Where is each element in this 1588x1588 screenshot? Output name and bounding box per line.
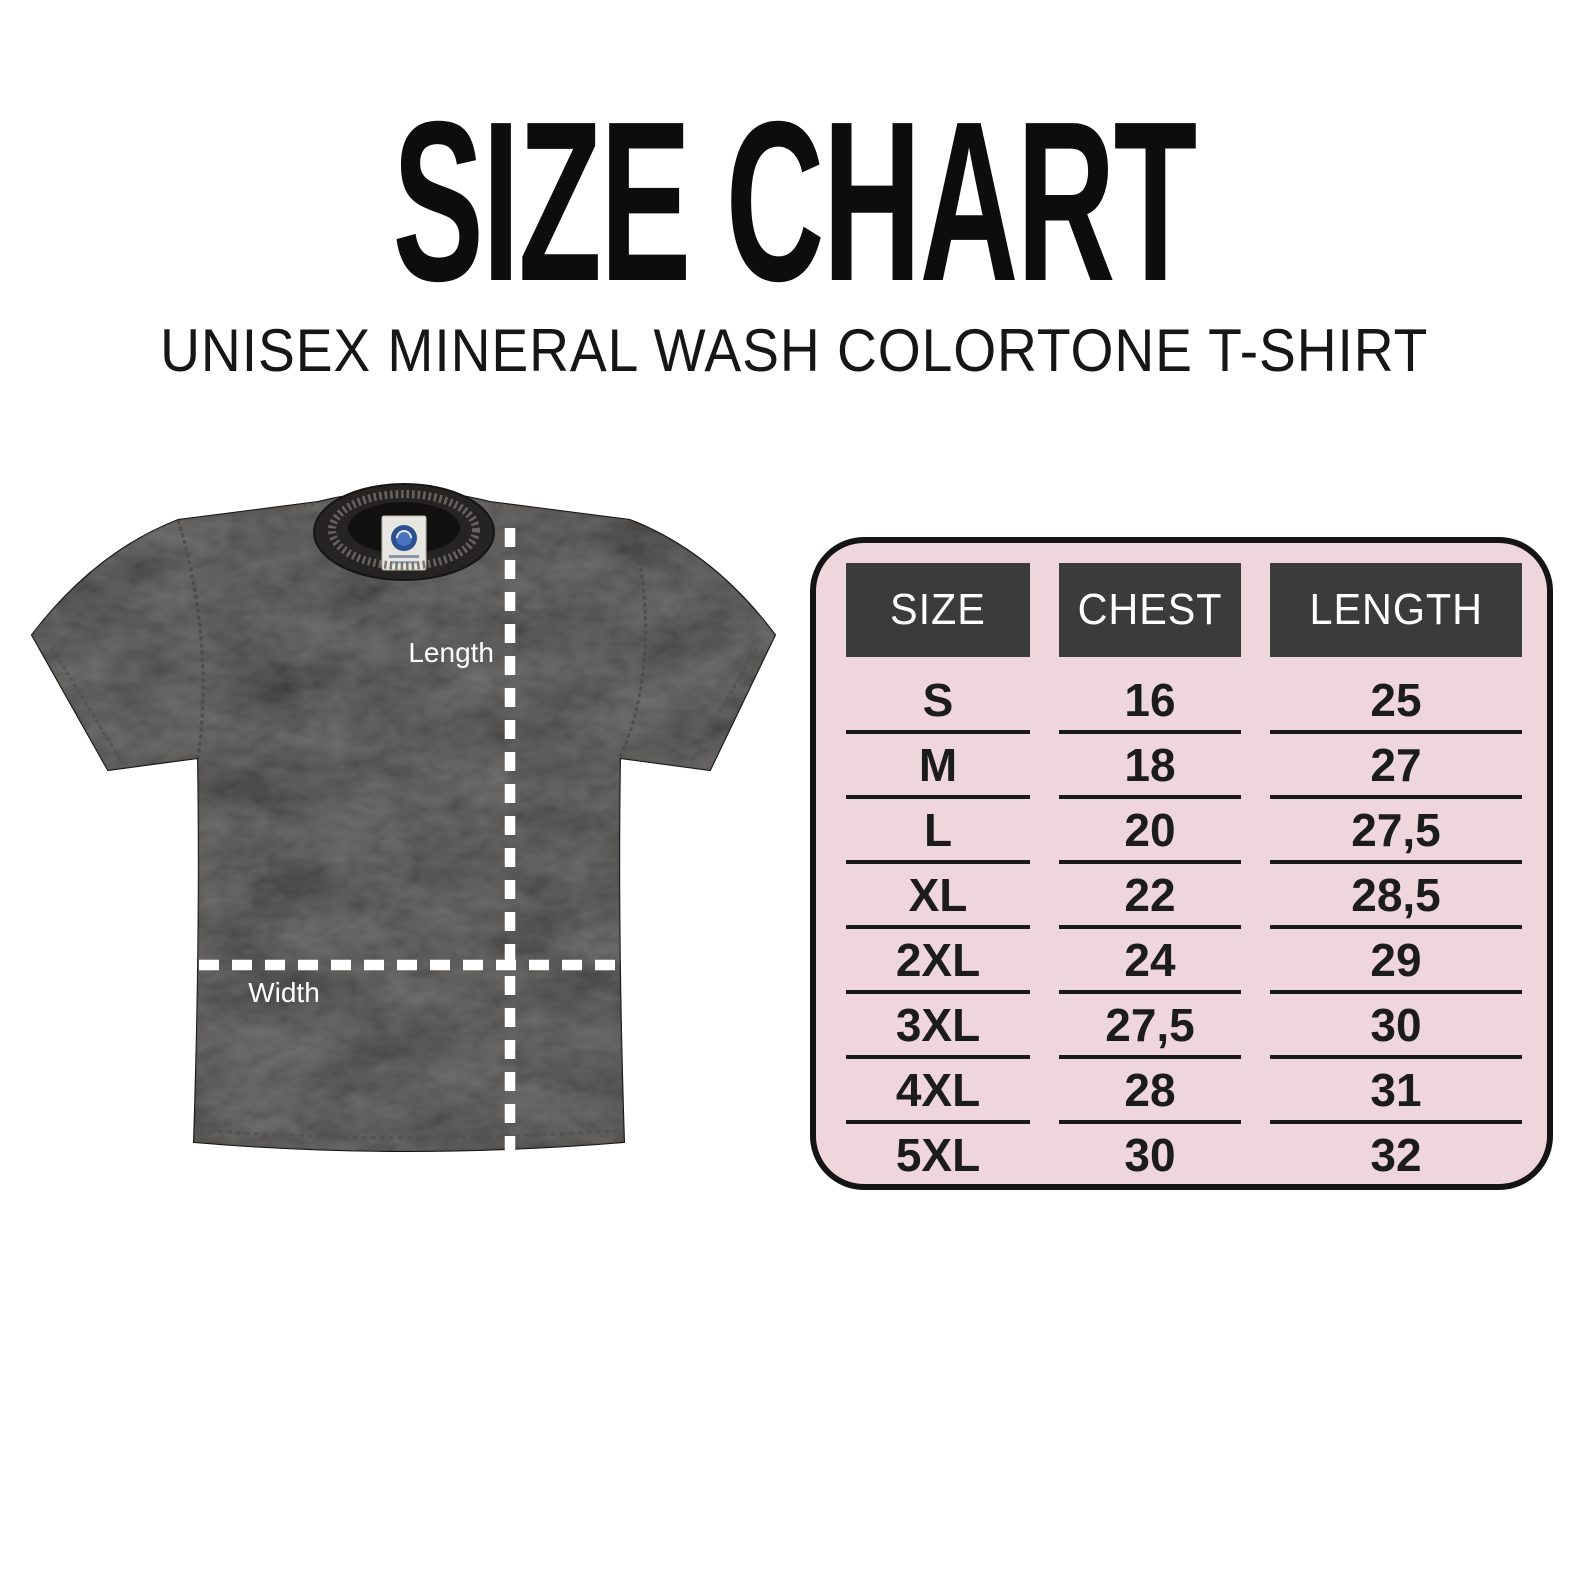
page-subtitle: UNISEX MINERAL WASH COLORTONE T-SHIRT: [0, 321, 1588, 381]
size-cell: 2XL: [846, 929, 1030, 994]
tshirt-measurement-diagram: Length Width: [28, 452, 790, 1178]
table-row: M 18 27: [846, 734, 1522, 799]
length-cell: 27: [1270, 734, 1522, 799]
page-title-text: SIZE CHART: [392, 75, 1198, 329]
tshirt-graphic: Length Width: [30, 483, 777, 1168]
page-title: SIZE CHART: [0, 88, 1588, 316]
chest-cell: 24: [1059, 929, 1241, 994]
width-label: Width: [248, 977, 320, 1008]
length-cell: 25: [1270, 669, 1522, 734]
column-header-chest: CHEST: [1059, 563, 1241, 657]
size-cell: 4XL: [846, 1059, 1030, 1124]
size-cell: 3XL: [846, 994, 1030, 1059]
length-cell: 32: [1370, 1128, 1422, 1181]
chest-cell: 20: [1059, 799, 1241, 864]
column-header-chest-label: CHEST: [1077, 585, 1223, 634]
length-cell: 28,5: [1270, 864, 1522, 929]
length-cell: 31: [1270, 1059, 1522, 1124]
page-subtitle-text: UNISEX MINERAL WASH COLORTONE T-SHIRT: [159, 317, 1429, 384]
chest-cell: 22: [1059, 864, 1241, 929]
collar-brand-tag: [381, 515, 427, 571]
table-row: 3XL 27,5 30: [846, 994, 1522, 1059]
table-row: 4XL 28 31: [846, 1059, 1522, 1124]
column-header-size-label: SIZE: [890, 585, 986, 634]
table-header-row: SIZE CHEST LENGTH: [846, 563, 1522, 657]
size-cell: 5XL: [895, 1128, 981, 1181]
column-header-size: SIZE: [846, 563, 1030, 657]
table-row: S 16 25: [846, 669, 1522, 734]
size-chart-table: SIZE CHEST LENGTH S 16 25 M 18 27 L 20 27,5 XL 22 2…: [810, 537, 1553, 1190]
table-row: XL 22 28,5: [846, 864, 1522, 929]
length-cell: 27,5: [1270, 799, 1522, 864]
length-cell: 30: [1270, 994, 1522, 1059]
size-cell: L: [846, 799, 1030, 864]
length-cell: 29: [1270, 929, 1522, 994]
table-row: L 20 27,5: [846, 799, 1522, 864]
chest-cell: 30: [1124, 1128, 1176, 1181]
size-cell: S: [846, 669, 1030, 734]
column-header-length-label: LENGTH: [1309, 585, 1483, 634]
table-row: 5XL 30 32: [846, 1124, 1522, 1185]
size-table-rows: S 16 25 M 18 27 L 20 27,5 XL 22 28,5 2XL 24 29 3XL 27,5 3…: [846, 669, 1522, 1185]
tshirt-collar: [313, 483, 495, 581]
length-label: Length: [408, 637, 494, 668]
chest-cell: 18: [1059, 734, 1241, 799]
column-header-length: LENGTH: [1270, 563, 1522, 657]
size-cell: M: [846, 734, 1030, 799]
table-row: 2XL 24 29: [846, 929, 1522, 994]
chest-cell: 16: [1059, 669, 1241, 734]
chest-cell: 28: [1059, 1059, 1241, 1124]
chest-cell: 27,5: [1059, 994, 1241, 1059]
size-cell: XL: [846, 864, 1030, 929]
